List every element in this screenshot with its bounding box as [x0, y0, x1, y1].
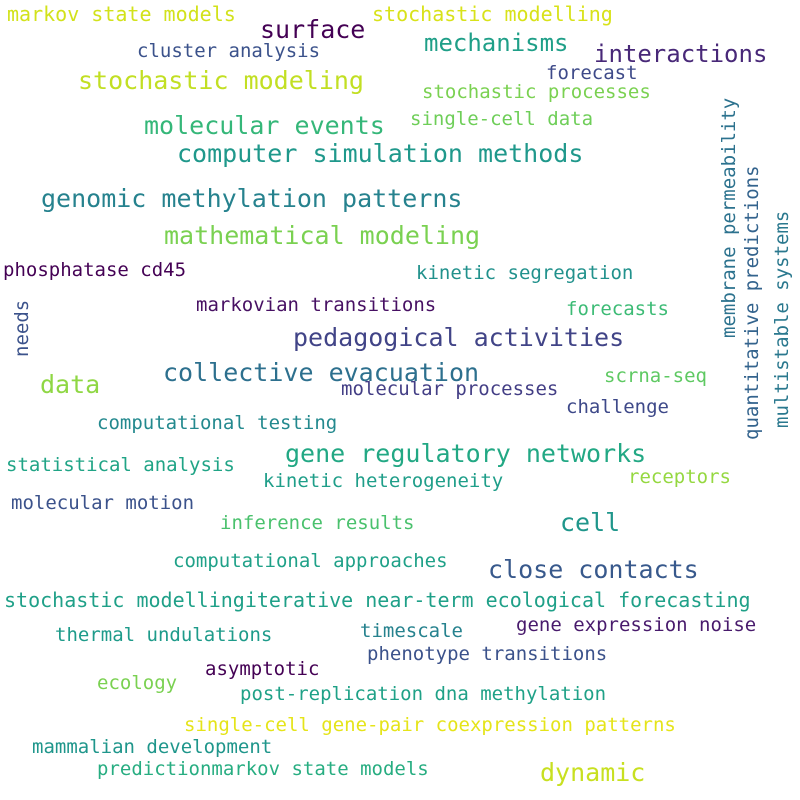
word-mammalian-development: mammalian development — [32, 736, 273, 758]
word-gene-regulatory-networks: gene regulatory networks — [285, 439, 647, 468]
word-interactions: interactions — [594, 40, 768, 68]
word-scrna-seq: scrna-seq — [604, 365, 707, 387]
word-cell: cell — [560, 508, 621, 537]
word-stochastic-processes: stochastic processes — [422, 81, 651, 103]
word-quantitative-predictions: quantitative predictions — [741, 165, 763, 440]
word-mechanisms: mechanisms — [424, 29, 569, 57]
word-markovian-transitions: markovian transitions — [196, 294, 437, 316]
word-phenotype-transitions: phenotype transitions — [367, 643, 608, 665]
word-membrane-permeability: membrane permeability — [718, 97, 740, 338]
word-post-replication-dna-methylation: post-replication dna methylation — [240, 683, 607, 705]
word-predictionmarkov-state-models: predictionmarkov state models — [97, 758, 429, 780]
word-multistable-systems: multistable systems — [771, 210, 793, 428]
word-thermal-undulations: thermal undulations — [55, 624, 273, 646]
word-computational-testing: computational testing — [97, 412, 338, 434]
word-asymptotic: asymptotic — [205, 658, 320, 680]
word-close-contacts: close contacts — [488, 555, 699, 584]
word-receptors: receptors — [628, 466, 731, 488]
word-single-cell-gene-pair-coexpression-patterns: single-cell gene-pair coexpression patte… — [184, 714, 676, 736]
word-gene-expression-noise: gene expression noise — [516, 614, 757, 636]
word-statistical-analysis: statistical analysis — [6, 454, 235, 476]
word-inference-results: inference results — [220, 512, 415, 534]
word-needs: needs — [11, 299, 33, 357]
word-kinetic-heterogeneity: kinetic heterogeneity — [263, 470, 504, 492]
word-ecological-forecasting: stochastic modellingiterative near-term … — [4, 588, 751, 612]
word-phosphatase-cd45: phosphatase cd45 — [3, 259, 187, 281]
word-cluster-analysis: cluster analysis — [137, 40, 321, 62]
word-molecular-events: molecular events — [144, 111, 385, 140]
word-genomic-methylation-patterns: genomic methylation patterns — [41, 184, 463, 213]
word-markov-state-models: markov state models — [7, 2, 236, 26]
word-stochastic-modeling: stochastic modeling — [78, 66, 364, 95]
word-challenge: challenge — [566, 396, 669, 418]
word-molecular-processes: molecular processes — [341, 378, 559, 400]
word-collective-evacuation: collective evacuation — [163, 358, 480, 387]
word-forecast: forecast — [546, 62, 638, 84]
word-surface: surface — [260, 15, 366, 44]
word-single-cell-data: single-cell data — [410, 108, 594, 130]
word-ecology: ecology — [97, 672, 178, 694]
word-dynamic: dynamic — [540, 758, 646, 787]
word-stochastic-modelling: stochastic modelling — [372, 2, 613, 26]
word-forecasts: forecasts — [566, 298, 669, 320]
word-pedagogical-activities: pedagogical activities — [293, 323, 625, 352]
word-computational-approaches: computational approaches — [173, 550, 448, 572]
word-molecular-motion: molecular motion — [11, 492, 195, 514]
word-kinetic-segregation: kinetic segregation — [416, 262, 634, 284]
word-data: data — [40, 370, 101, 399]
word-computer-simulation-methods: computer simulation methods — [177, 139, 584, 168]
word-timescale: timescale — [360, 620, 463, 642]
word-mathematical-modeling: mathematical modeling — [164, 221, 481, 250]
